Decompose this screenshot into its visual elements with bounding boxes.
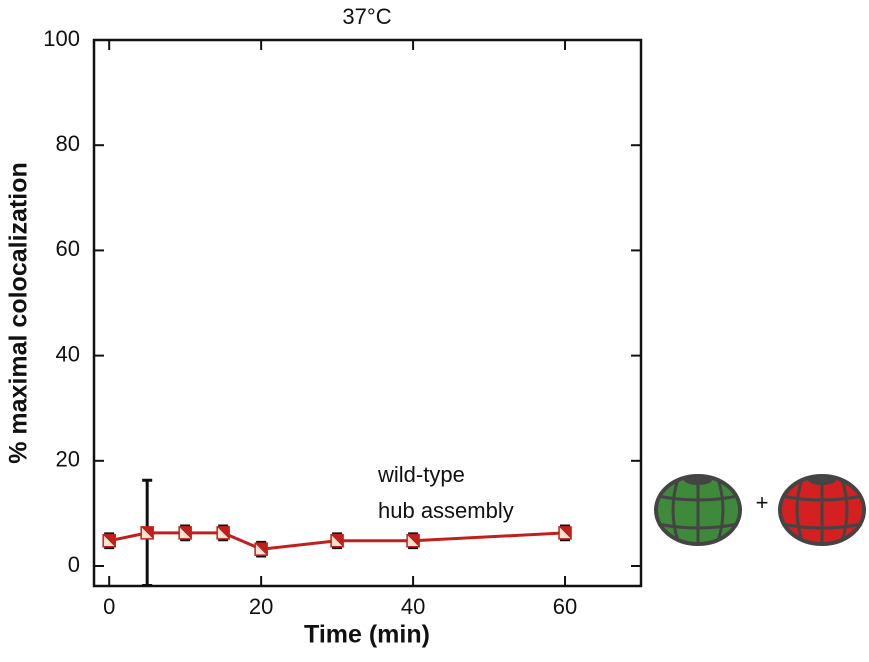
plot-frame bbox=[92, 38, 643, 588]
y-tick-label: 20 bbox=[56, 447, 80, 472]
data-point bbox=[558, 526, 572, 540]
chart-title: 37°C bbox=[342, 4, 391, 29]
data-point bbox=[178, 526, 192, 540]
data-point bbox=[140, 526, 154, 540]
red-hub-icon bbox=[778, 474, 866, 546]
y-tick-label: 80 bbox=[56, 131, 80, 156]
y-tick-label: 40 bbox=[56, 341, 80, 366]
y-tick-label: 100 bbox=[43, 26, 80, 51]
x-tick-label: 20 bbox=[249, 594, 273, 619]
x-tick-label: 0 bbox=[103, 594, 115, 619]
x-axis-label: Time (min) bbox=[304, 621, 430, 649]
y-axis-label: % maximal colocalization bbox=[5, 162, 33, 464]
green-hub-icon bbox=[654, 474, 742, 546]
data-point bbox=[254, 542, 268, 556]
y-tick-label: 0 bbox=[68, 552, 80, 577]
plus-sign: + bbox=[756, 490, 769, 515]
data-point bbox=[406, 534, 420, 548]
annotation: hub assembly bbox=[378, 498, 514, 523]
x-tick-label: 40 bbox=[401, 594, 425, 619]
data-point bbox=[216, 526, 230, 540]
data-point bbox=[102, 534, 116, 548]
annotation: wild-type bbox=[377, 462, 465, 487]
y-tick-label: 60 bbox=[56, 236, 80, 261]
data-point bbox=[330, 534, 344, 548]
x-tick-label: 60 bbox=[553, 594, 577, 619]
